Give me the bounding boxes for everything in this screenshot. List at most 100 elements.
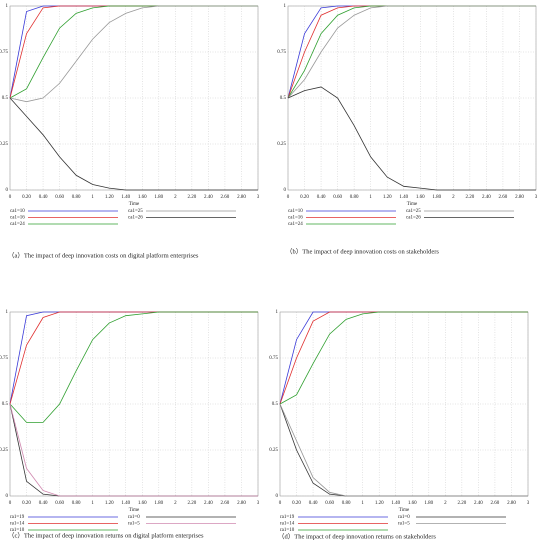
legend-label: ra1=5	[398, 522, 410, 527]
y-tick-label: 1	[6, 310, 9, 315]
y-tick-label: 1	[284, 4, 287, 9]
x-tick-label: 1.20	[383, 195, 392, 200]
x-tick-label: 2.60	[221, 501, 230, 506]
y-tick-label: 0.75	[269, 356, 278, 361]
legend-label: ra1=0	[128, 515, 140, 520]
x-tick-label: 1	[361, 501, 364, 506]
x-tick-label: 1.80	[154, 195, 163, 200]
chart-panel: 0 0.20 0.40 0.60 0.80 1 1.20 1.40 1.60 1.80 2 2.20 2…	[269, 310, 530, 540]
x-tick-label: 0.80	[72, 501, 81, 506]
y-tick-label: 0	[284, 188, 287, 193]
series-line	[279, 311, 528, 405]
x-tick-label: 2.20	[465, 195, 474, 200]
y-tick-label: 0.25	[0, 142, 9, 147]
x-tick-label: 0.40	[317, 195, 326, 200]
x-tick-label: 2.60	[499, 195, 508, 200]
x-axis-label: Time	[129, 202, 140, 207]
legend-label: ca1=16	[10, 216, 25, 221]
x-tick-label: 0.20	[22, 195, 31, 200]
y-tick-label: 0.25	[277, 142, 286, 147]
x-tick-label: 0	[287, 195, 290, 200]
x-tick-label: 2	[444, 501, 447, 506]
legend-label: ca1=16	[288, 216, 303, 221]
x-axis-label: Time	[399, 508, 410, 513]
x-tick-label: 3	[257, 195, 260, 200]
y-tick-label: 0.75	[0, 356, 9, 361]
x-tick-label: 0.20	[292, 501, 301, 506]
x-tick-label: 1	[91, 195, 94, 200]
x-tick-label: 2.60	[221, 195, 230, 200]
legend-label: ca1=24	[288, 222, 303, 227]
series-line	[287, 5, 536, 99]
legend-label: ra1=19	[280, 515, 295, 520]
x-tick-label: 2.80	[237, 195, 246, 200]
x-tick-label: 2	[174, 501, 177, 506]
x-tick-label: 2.40	[474, 501, 483, 506]
x-tick-label: 2.80	[515, 195, 524, 200]
x-tick-label: 2.20	[187, 195, 196, 200]
x-tick-label: 2.60	[491, 501, 500, 506]
x-tick-label: 0.60	[325, 501, 334, 506]
y-tick-label: 1	[6, 4, 9, 9]
x-tick-label: 1.40	[121, 195, 130, 200]
x-tick-label: 1.40	[399, 195, 408, 200]
x-tick-label: 0.60	[333, 195, 342, 200]
chart-panel: 0 0.20 0.40 0.60 0.80 1 1.20 1.40 1.60 1.80 2 2.20 2…	[0, 4, 260, 259]
chart-caption: （a）The impact of deep innovation costs o…	[8, 251, 199, 259]
x-tick-label: 1.80	[432, 195, 441, 200]
x-tick-label: 1.40	[121, 501, 130, 506]
x-tick-label: 0.20	[22, 501, 31, 506]
x-tick-label: 2.20	[457, 501, 466, 506]
y-tick-label: 0.5	[2, 402, 9, 407]
y-tick-label: 0.5	[272, 402, 279, 407]
x-tick-label: 1.60	[416, 195, 425, 200]
chart-panel: 0 0.20 0.40 0.60 0.80 1 1.20 1.40 1.60 1.80 2 2.20 2…	[277, 4, 538, 255]
x-tick-label: 0.80	[342, 501, 351, 506]
x-tick-label: 1.40	[391, 501, 400, 506]
y-tick-label: 0.75	[0, 50, 9, 55]
chart-caption: （d）The impact of deep innovation returns…	[278, 532, 436, 540]
chart-caption: （b）The impact of deep innovation costs o…	[286, 247, 439, 255]
y-tick-label: 0.75	[277, 50, 286, 55]
y-tick-label: 1	[276, 310, 279, 315]
y-tick-label: 0	[6, 494, 9, 499]
legend-label: ca1=26	[128, 216, 143, 221]
x-tick-label: 1.20	[105, 195, 114, 200]
x-tick-label: 2.40	[204, 195, 213, 200]
x-tick-label: 0.60	[55, 501, 64, 506]
x-tick-label: 2.40	[204, 501, 213, 506]
x-tick-label: 3	[527, 501, 530, 506]
x-tick-label: 1.60	[408, 501, 417, 506]
y-tick-label: 0.5	[2, 96, 9, 101]
chart-panel: 0 0.20 0.40 0.60 0.80 1 1.20 1.40 1.60 1.80 2 2.20 2…	[0, 310, 260, 539]
x-tick-label: 2.80	[237, 501, 246, 506]
x-tick-label: 2	[452, 195, 455, 200]
x-tick-label: 0.40	[309, 501, 318, 506]
x-tick-label: 0.40	[39, 195, 48, 200]
x-tick-label: 1.80	[154, 501, 163, 506]
legend-label: ra1=14	[10, 522, 25, 527]
x-tick-label: 0.80	[72, 195, 81, 200]
legend-label: ca1=24	[10, 222, 25, 227]
x-tick-label: 0.20	[300, 195, 309, 200]
x-tick-label: 1.20	[105, 501, 114, 506]
x-tick-label: 0.40	[39, 501, 48, 506]
legend-label: ra1=10	[280, 528, 295, 533]
x-tick-label: 0	[9, 501, 12, 506]
x-axis-label: Time	[407, 202, 418, 207]
x-tick-label: 0.80	[350, 195, 359, 200]
x-tick-label: 2.80	[507, 501, 516, 506]
legend-label: ra1=5	[128, 522, 140, 527]
chart-caption: （c）The impact of deep innovation returns…	[8, 531, 204, 539]
x-tick-label: 1	[91, 501, 94, 506]
x-tick-label: 2	[174, 195, 177, 200]
x-tick-label: 1	[369, 195, 372, 200]
y-tick-label: 0	[6, 188, 9, 193]
x-tick-label: 0	[279, 501, 282, 506]
legend-label: ra1=19	[10, 515, 25, 520]
x-tick-label: 1.60	[138, 195, 147, 200]
legend-label: ca1=25	[406, 209, 421, 214]
legend-label: ra1=14	[280, 522, 295, 527]
x-tick-label: 2.40	[482, 195, 491, 200]
